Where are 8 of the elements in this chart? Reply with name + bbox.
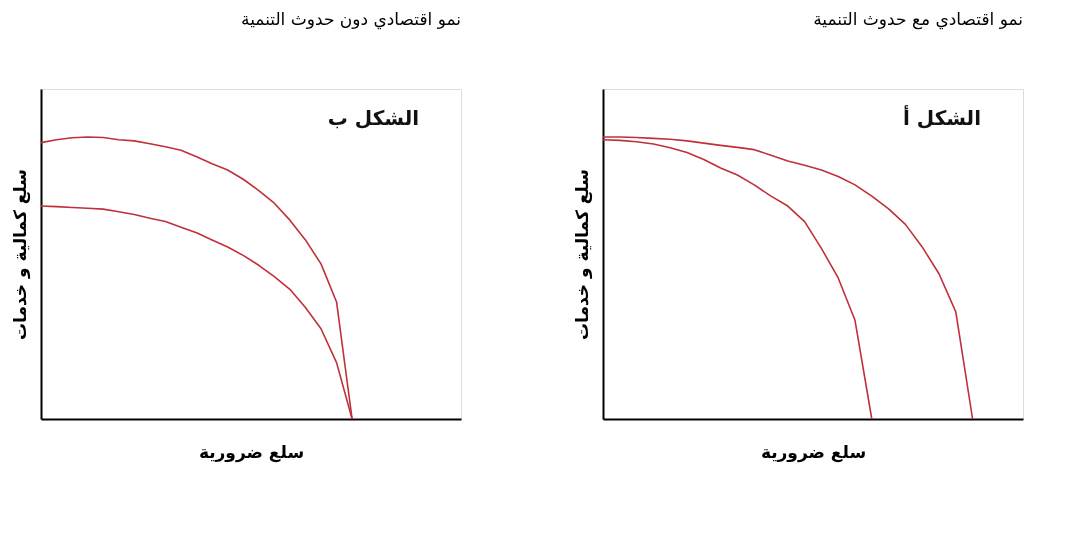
y-axis-title: سلع كمالية و خدمات	[571, 169, 593, 340]
y-axis-title: سلع كمالية و خدمات	[9, 169, 31, 340]
x-axis-title: سلع ضرورية	[198, 441, 305, 463]
chart-title: نمو اقتصادي دون حدوث التنمية	[241, 9, 461, 30]
chart-title: نمو اقتصادي مع حدوث التنمية	[813, 9, 1023, 30]
x-axis-title: سلع ضرورية	[760, 441, 867, 463]
text: الشكل أ	[902, 104, 981, 130]
text: الشكل ب	[327, 106, 419, 130]
